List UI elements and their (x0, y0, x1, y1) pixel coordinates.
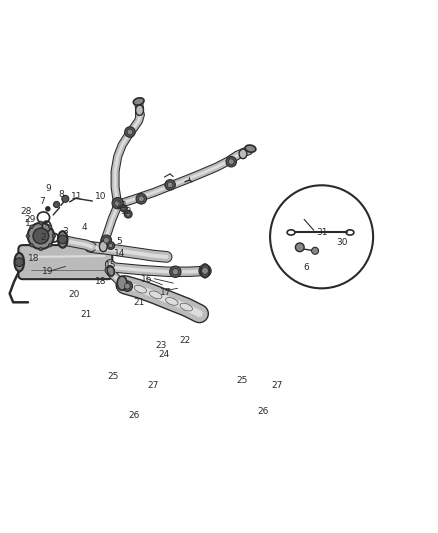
Text: 25: 25 (108, 372, 119, 381)
Text: 5: 5 (117, 237, 122, 246)
Ellipse shape (58, 231, 67, 248)
Text: 18: 18 (95, 277, 106, 286)
Ellipse shape (239, 149, 247, 159)
Ellipse shape (107, 266, 114, 276)
Circle shape (107, 241, 115, 249)
Text: 12: 12 (121, 207, 132, 216)
Text: 16: 16 (141, 275, 153, 284)
Circle shape (199, 265, 211, 277)
Circle shape (295, 243, 304, 252)
Circle shape (53, 201, 60, 207)
Text: 31: 31 (316, 228, 327, 237)
Text: 26: 26 (128, 411, 140, 421)
Circle shape (125, 127, 135, 138)
Ellipse shape (136, 105, 144, 116)
Text: 21: 21 (80, 310, 92, 319)
Circle shape (167, 182, 173, 188)
Text: 27: 27 (271, 381, 283, 390)
Circle shape (115, 200, 121, 206)
Circle shape (48, 225, 52, 229)
Circle shape (122, 206, 126, 211)
Text: 15: 15 (105, 261, 117, 270)
Text: 7: 7 (39, 197, 45, 206)
Circle shape (30, 244, 33, 247)
Circle shape (48, 244, 52, 247)
Circle shape (311, 247, 318, 254)
Circle shape (201, 268, 208, 274)
Circle shape (28, 223, 54, 249)
Text: 22: 22 (179, 336, 191, 345)
Text: 4: 4 (82, 223, 87, 232)
Text: 1: 1 (25, 219, 31, 228)
Ellipse shape (14, 253, 24, 271)
Text: 20: 20 (68, 290, 80, 300)
Circle shape (120, 205, 127, 212)
Circle shape (46, 207, 50, 211)
Circle shape (26, 234, 29, 238)
Ellipse shape (245, 145, 256, 152)
Text: 11: 11 (71, 192, 83, 201)
Text: 9: 9 (45, 184, 51, 193)
Circle shape (30, 225, 33, 229)
Circle shape (124, 283, 130, 289)
Text: 6: 6 (304, 263, 309, 272)
Circle shape (15, 258, 24, 266)
Circle shape (126, 212, 131, 216)
Text: 24: 24 (159, 350, 170, 359)
Text: 2: 2 (41, 233, 46, 242)
Circle shape (226, 157, 237, 167)
Circle shape (62, 195, 69, 203)
Ellipse shape (133, 98, 144, 105)
Circle shape (103, 237, 109, 243)
Text: 21: 21 (134, 298, 145, 307)
Circle shape (127, 129, 133, 135)
Text: 10: 10 (95, 192, 106, 201)
Text: 29: 29 (25, 215, 36, 224)
Circle shape (101, 235, 112, 246)
Circle shape (122, 281, 133, 292)
Text: 13: 13 (117, 201, 128, 210)
Circle shape (228, 159, 234, 165)
Text: 30: 30 (336, 238, 348, 247)
Ellipse shape (117, 276, 127, 290)
Circle shape (33, 228, 49, 244)
Circle shape (136, 193, 147, 204)
Circle shape (170, 266, 181, 277)
Text: 28: 28 (20, 207, 32, 216)
Text: 27: 27 (147, 381, 158, 390)
Circle shape (165, 180, 175, 190)
Ellipse shape (99, 241, 107, 252)
Text: 26: 26 (258, 407, 269, 416)
Text: 8: 8 (58, 190, 64, 199)
Circle shape (138, 196, 144, 201)
Text: 18: 18 (28, 254, 39, 263)
Text: 23: 23 (155, 341, 167, 350)
Circle shape (112, 198, 124, 209)
Text: 3: 3 (63, 227, 68, 236)
Circle shape (39, 221, 42, 224)
Circle shape (58, 235, 67, 244)
Circle shape (39, 247, 42, 251)
Text: 19: 19 (42, 267, 53, 276)
Text: 25: 25 (236, 376, 247, 385)
Circle shape (172, 269, 178, 275)
Circle shape (109, 244, 113, 248)
Circle shape (52, 234, 56, 238)
Text: 17: 17 (160, 288, 172, 297)
Circle shape (124, 210, 132, 218)
FancyBboxPatch shape (18, 245, 112, 279)
Text: 14: 14 (114, 249, 125, 258)
